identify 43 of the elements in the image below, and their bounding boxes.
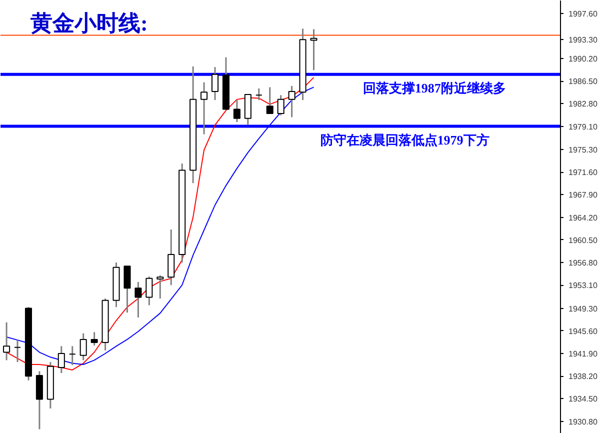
candlestick <box>36 370 43 430</box>
y-tick-label: 1997.60 <box>568 9 598 18</box>
candlestick <box>233 99 240 123</box>
y-tick-label: 1945.60 <box>568 326 598 336</box>
y-tick-label: 1930.80 <box>568 417 598 426</box>
y-tick-label: 1967.90 <box>568 190 598 200</box>
candlestick <box>168 228 175 286</box>
candlestick <box>310 28 318 71</box>
candlestick <box>146 276 153 306</box>
y-tick-label: 1960.50 <box>568 236 598 245</box>
y-tick-label: 1975.30 <box>568 146 598 155</box>
candlestick <box>266 86 274 114</box>
y-tick-label: 1941.90 <box>568 349 598 358</box>
y-tick-label: 1934.50 <box>568 394 598 404</box>
candlestick <box>255 88 262 101</box>
y-tick-label: 1990.20 <box>568 54 598 64</box>
y-tick-label: 1949.30 <box>568 304 598 314</box>
candlestick <box>288 85 296 118</box>
y-tick-label: 1938.20 <box>568 372 598 382</box>
ref-line-label: 回落支撑1987附近继续多 <box>362 80 506 96</box>
y-tick-label: 1956.80 <box>568 258 598 268</box>
candlestick <box>14 339 22 363</box>
ref-line-label: 防守在凌晨回落低点1979下方 <box>320 132 490 148</box>
candlestick <box>80 332 87 361</box>
y-tick-label: 1953.10 <box>568 281 598 290</box>
candlestick <box>200 82 208 135</box>
candlestick <box>211 66 219 101</box>
candlestick <box>90 331 98 346</box>
candlestick <box>3 322 10 361</box>
candlestick <box>68 345 76 366</box>
candlestick <box>156 274 164 300</box>
y-tick-label: 1964.20 <box>568 213 598 222</box>
candlestick <box>244 94 252 126</box>
y-tick-label: 1986.50 <box>568 77 598 86</box>
y-tick-label: 1982.80 <box>568 100 598 109</box>
y-tick-label: 1979.10 <box>568 122 598 132</box>
candlestick <box>134 281 142 318</box>
candlestick <box>58 345 65 374</box>
y-tick-label: 1993.30 <box>568 36 598 45</box>
candlestick <box>277 94 284 116</box>
candlestick <box>124 265 131 314</box>
text: 黄金小时线: <box>30 10 148 36</box>
y-tick-label: 1971.60 <box>568 168 598 178</box>
